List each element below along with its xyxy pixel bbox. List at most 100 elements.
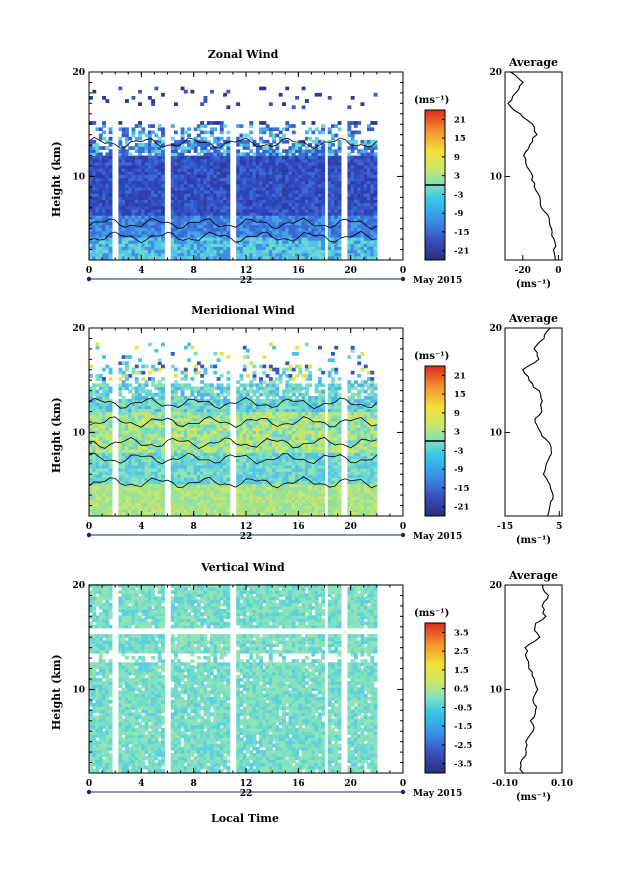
panel-title: Zonal Wind bbox=[208, 48, 279, 61]
colorbar-tick-label: -3 bbox=[454, 446, 464, 456]
y-axis-label: Height (km) bbox=[50, 654, 63, 730]
day-label: 22 bbox=[240, 276, 253, 286]
x-tick-label: 0 bbox=[86, 779, 92, 789]
x-tick-label: 8 bbox=[191, 779, 197, 789]
average-y-tick-label: 20 bbox=[489, 581, 502, 591]
panel-2: Vertical Wind 0 4 8 12 16 20 0 10 20 Height (km) 22… bbox=[50, 561, 573, 803]
colorbar-unit: (ms⁻¹) bbox=[414, 95, 449, 106]
x-tick-label: 16 bbox=[292, 522, 305, 532]
month-label: May 2015 bbox=[413, 532, 462, 542]
x-tick-label: 8 bbox=[191, 266, 197, 276]
average-y-tick-label: 10 bbox=[489, 428, 502, 438]
x-ticks: 0 4 8 12 16 20 0 bbox=[86, 328, 406, 532]
average-x-label: (ms⁻¹) bbox=[516, 279, 551, 290]
x-tick-label: 4 bbox=[138, 266, 144, 276]
colorbar-tick-label: 15 bbox=[454, 134, 466, 144]
colorbar-tick-label: 21 bbox=[454, 115, 466, 125]
colorbar-unit: (ms⁻¹) bbox=[414, 351, 449, 362]
month-label: May 2015 bbox=[413, 789, 462, 799]
contour-lines bbox=[88, 136, 378, 244]
average-x-tick-label: 0.10 bbox=[551, 779, 573, 789]
average-x-tick-label: -0.10 bbox=[492, 779, 518, 789]
average-title: Average bbox=[508, 312, 558, 325]
y-tick-label: 10 bbox=[72, 685, 85, 695]
x-ticks: 0 4 8 12 16 20 0 bbox=[86, 72, 406, 276]
x-tick-label: 16 bbox=[292, 266, 305, 276]
average-y-tick-label: 10 bbox=[489, 172, 502, 182]
colorbar-tick-label: 15 bbox=[454, 390, 466, 400]
x-tick-label: 4 bbox=[138, 779, 144, 789]
colorbar-tick-label: 9 bbox=[454, 153, 460, 163]
x-tick-label: 12 bbox=[240, 266, 253, 276]
average-x-tick-label: 0 bbox=[555, 266, 561, 276]
colorbar-tick-label: -21 bbox=[454, 503, 469, 513]
colorbar-tick-label: 3.5 bbox=[454, 628, 469, 638]
colorbar-tick-label: -15 bbox=[454, 228, 469, 238]
average-x-label: (ms⁻¹) bbox=[516, 792, 551, 803]
colorbar-tick-label: -3.5 bbox=[454, 760, 472, 770]
y-tick-label: 20 bbox=[72, 581, 85, 591]
heatmap-field bbox=[89, 584, 378, 773]
average-x-tick-label: 5 bbox=[556, 522, 562, 532]
month-label: May 2015 bbox=[413, 276, 462, 286]
day-label: 22 bbox=[240, 532, 253, 542]
x-ticks: 0 4 8 12 16 20 0 bbox=[86, 585, 406, 789]
x-tick-label: 0 bbox=[400, 266, 406, 276]
colorbar-tick-label: -3 bbox=[454, 190, 464, 200]
heatmap-field bbox=[89, 86, 378, 260]
average-title: Average bbox=[508, 569, 558, 582]
x-axis-label: Local Time bbox=[211, 812, 279, 825]
heatmap-field bbox=[89, 342, 378, 516]
colorbar-tick-label: 1.5 bbox=[454, 666, 469, 676]
colorbar-tick-label: 2.5 bbox=[454, 647, 469, 657]
x-tick-label: 20 bbox=[344, 779, 357, 789]
y-tick-label: 20 bbox=[72, 324, 85, 334]
panel-title: Vertical Wind bbox=[200, 561, 285, 574]
colorbar-tick-label: -9 bbox=[454, 465, 464, 475]
colorbar-tick-label: -9 bbox=[454, 209, 464, 219]
colorbar-unit: (ms⁻¹) bbox=[414, 608, 449, 619]
colorbar-tick-label: 0.5 bbox=[454, 685, 469, 695]
x-tick-label: 20 bbox=[344, 522, 357, 532]
average-frame bbox=[504, 584, 563, 774]
y-ticks: 10 20 bbox=[72, 324, 403, 507]
panel-title: Meridional Wind bbox=[191, 304, 295, 317]
contour-lines bbox=[88, 397, 378, 489]
average-frame bbox=[504, 71, 563, 261]
colorbar-tick-label: 3 bbox=[454, 428, 460, 438]
x-tick-label: 0 bbox=[400, 522, 406, 532]
colorbar-tick-label: 21 bbox=[454, 371, 466, 381]
average-y-tick-label: 10 bbox=[489, 685, 502, 695]
x-tick-label: 12 bbox=[240, 522, 253, 532]
average-profile-line bbox=[519, 584, 550, 774]
colorbar-tick-label: 3 bbox=[454, 172, 460, 182]
y-tick-label: 20 bbox=[72, 68, 85, 78]
y-ticks: 10 20 bbox=[72, 68, 403, 251]
average-x-tick-label: -15 bbox=[497, 522, 513, 532]
average-x-tick-label: -20 bbox=[515, 266, 531, 276]
average-y-tick-label: 20 bbox=[489, 68, 502, 78]
colorbar-tick-label: -2.5 bbox=[454, 741, 472, 751]
x-tick-label: 4 bbox=[138, 522, 144, 532]
average-frame bbox=[504, 327, 563, 517]
x-tick-label: 20 bbox=[344, 266, 357, 276]
average-profile-line bbox=[522, 327, 554, 517]
panel-0: Zonal Wind 0 4 8 12 16 20 0 10 20 Height (km) 22 May… bbox=[50, 48, 563, 290]
average-profile-line bbox=[507, 71, 557, 261]
y-tick-label: 10 bbox=[72, 172, 85, 182]
colorbar-tick-label: -15 bbox=[454, 484, 469, 494]
average-y-tick-label: 20 bbox=[489, 324, 502, 334]
average-x-label: (ms⁻¹) bbox=[516, 535, 551, 546]
average-title: Average bbox=[508, 56, 558, 69]
y-ticks: 10 20 bbox=[72, 581, 403, 764]
x-tick-label: 0 bbox=[86, 266, 92, 276]
y-tick-label: 10 bbox=[72, 428, 85, 438]
x-tick-label: 12 bbox=[240, 779, 253, 789]
y-axis-label: Height (km) bbox=[50, 397, 63, 473]
colorbar-tick-label: 9 bbox=[454, 409, 460, 419]
colorbar-tick-label: -0.5 bbox=[454, 703, 472, 713]
colorbar-tick-label: -21 bbox=[454, 247, 469, 257]
x-tick-label: 8 bbox=[191, 522, 197, 532]
colorbar bbox=[424, 622, 446, 774]
